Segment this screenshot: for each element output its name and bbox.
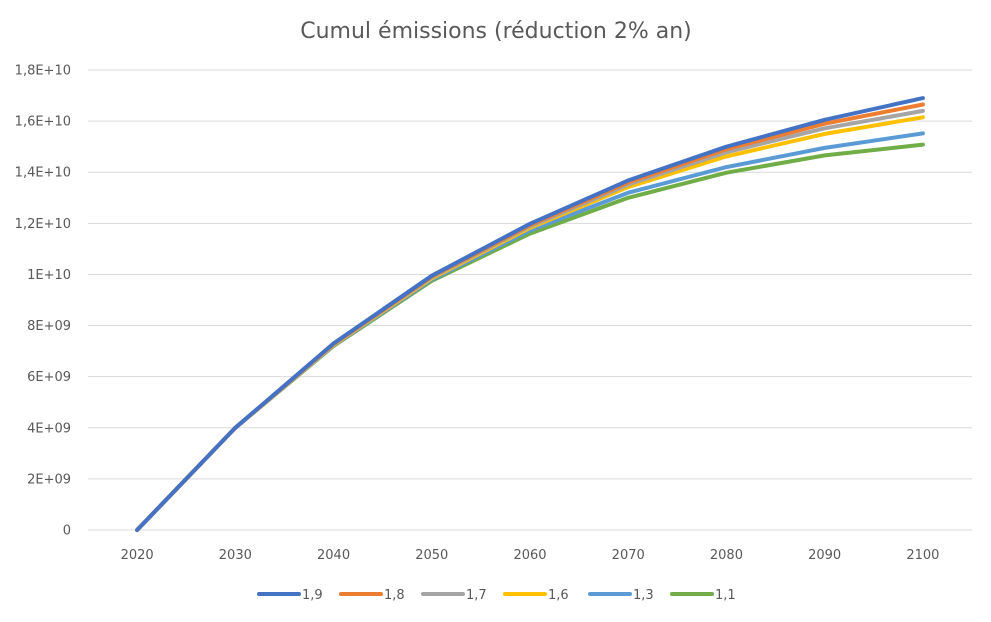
legend-item: 1,3 — [588, 588, 654, 603]
x-tick-label: 2090 — [808, 548, 841, 563]
legend-label: 1,6 — [548, 588, 569, 603]
legend-label: 1,3 — [633, 588, 654, 603]
y-tick-label: 4E+09 — [27, 421, 71, 436]
legend-label: 1,8 — [384, 588, 405, 603]
legend-label: 1,9 — [302, 588, 323, 603]
y-tick-label: 8E+09 — [27, 319, 71, 334]
x-tick-label: 2060 — [513, 548, 546, 563]
series-line-1-8 — [135, 102, 925, 532]
y-tick-label: 1,2E+10 — [15, 217, 71, 232]
legend: 1,9 1,8 1,7 1,6 1,3 1,1 — [257, 588, 736, 603]
x-tick-label: 2100 — [906, 548, 939, 563]
legend-item: 1,9 — [257, 588, 323, 603]
y-tick-label: 1,4E+10 — [15, 166, 71, 181]
y-tick-label: 6E+09 — [27, 370, 71, 385]
y-tick-label: 1,6E+10 — [15, 115, 71, 130]
legend-item: 1,1 — [670, 588, 736, 603]
y-tick-label: 1E+10 — [27, 268, 71, 283]
series-lines — [135, 96, 925, 532]
series-line-1-3 — [135, 131, 925, 532]
gridlines — [88, 69, 972, 531]
y-tick-label: 0 — [63, 524, 71, 539]
series-line-1-7 — [135, 108, 925, 532]
chart-title: Cumul émissions (réduction 2% an) — [300, 19, 691, 44]
x-tick-label: 2050 — [415, 548, 448, 563]
legend-item: 1,7 — [421, 588, 487, 603]
y-tick-label: 1,8E+10 — [15, 64, 71, 79]
legend-label: 1,7 — [466, 588, 487, 603]
x-tick-label: 2080 — [710, 548, 743, 563]
y-axis-tick-labels: 0 2E+09 4E+09 6E+09 8E+09 1E+10 1,2E+10 1,4E+10… — [15, 64, 71, 539]
x-tick-label: 2030 — [219, 548, 252, 563]
y-tick-label: 2E+09 — [27, 472, 71, 487]
legend-label: 1,1 — [715, 588, 736, 603]
x-tick-label: 2020 — [121, 548, 154, 563]
legend-item: 1,8 — [339, 588, 405, 603]
series-line-1-6 — [135, 115, 925, 532]
legend-item: 1,6 — [503, 588, 569, 603]
x-tick-label: 2040 — [317, 548, 350, 563]
x-tick-label: 2070 — [612, 548, 645, 563]
series-line-1-9 — [135, 96, 925, 532]
series-line-1-1 — [135, 142, 925, 532]
x-axis-tick-labels: 2020 2030 2040 2050 2060 2070 2080 2090 2100 — [121, 548, 940, 563]
